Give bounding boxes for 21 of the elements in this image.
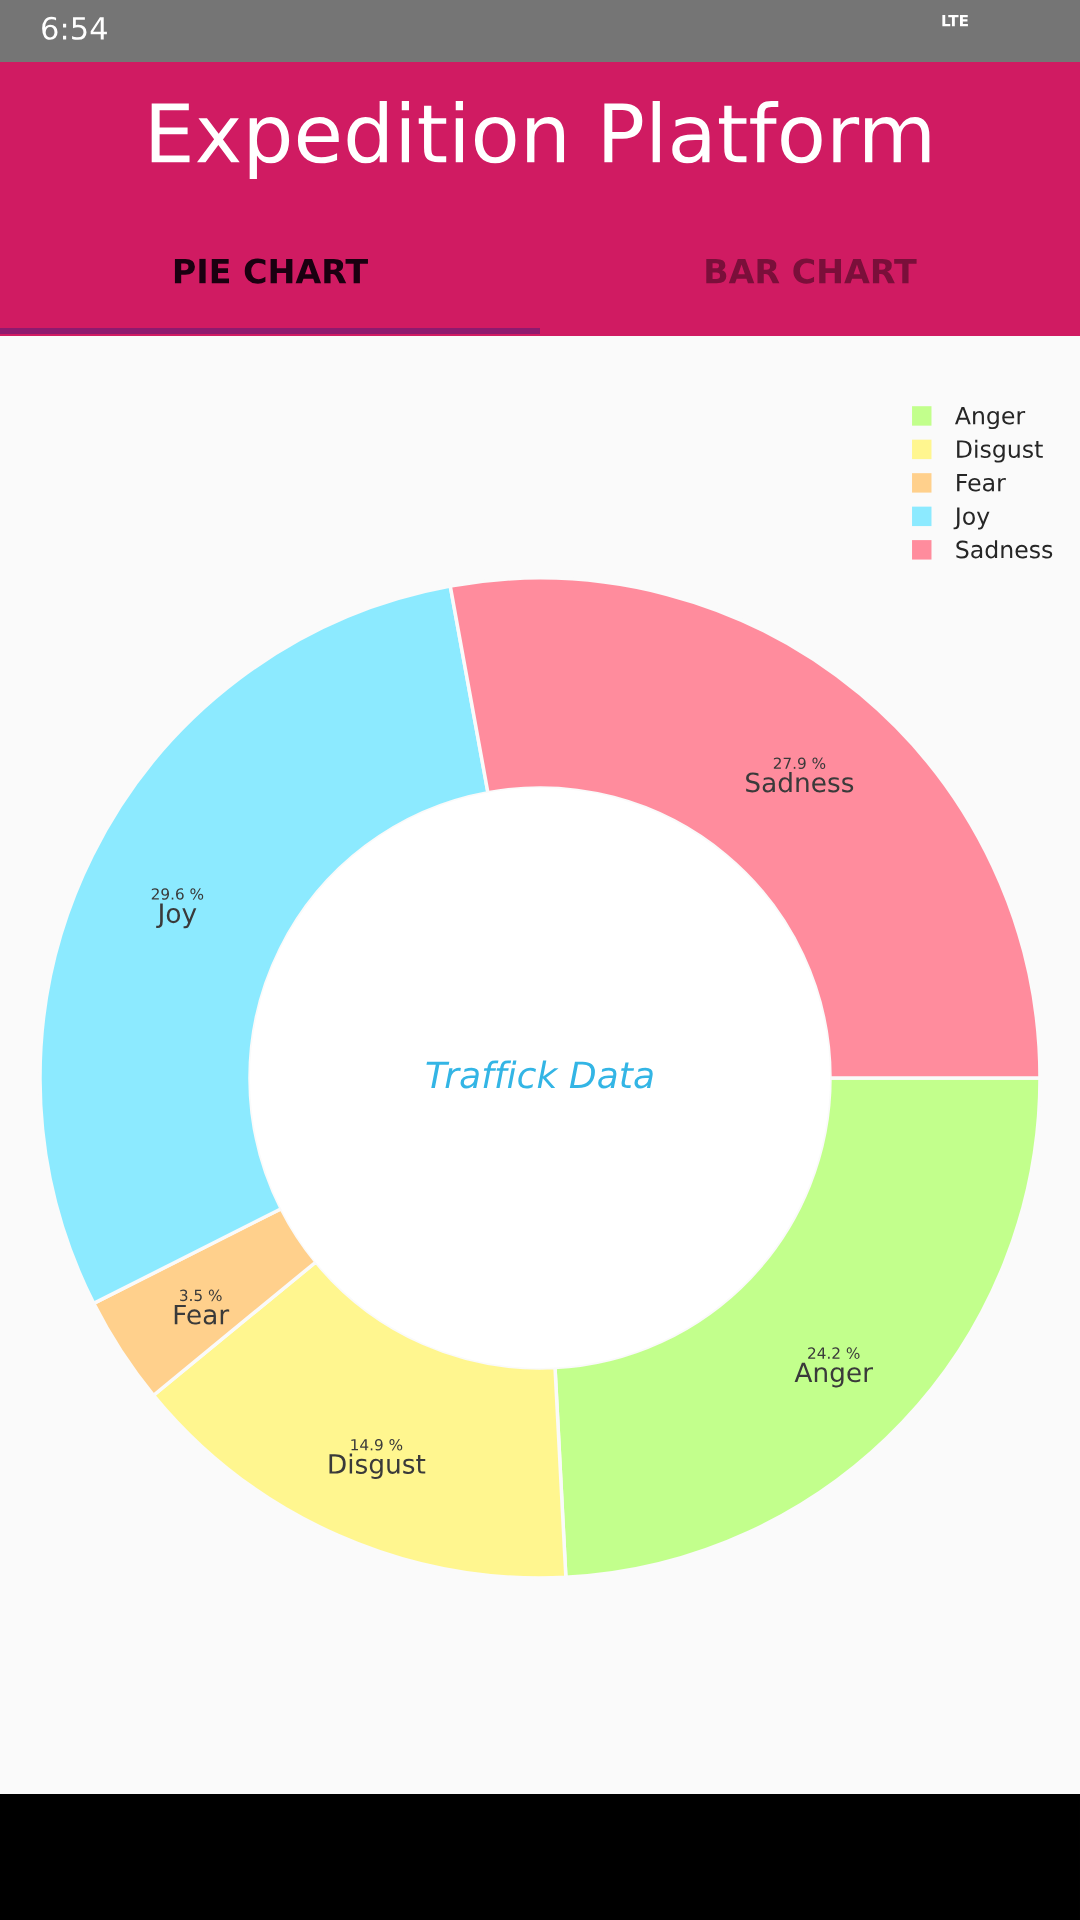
data-label: 29.6 % — [151, 888, 204, 900]
text: Traffick Data — [426, 1060, 653, 1089]
data-label: 14.9 % — [351, 1438, 403, 1451]
legend-label: Anger — [954, 406, 1026, 430]
slice-label: Sadness — [746, 771, 854, 793]
text: BAR CHART — [706, 258, 917, 284]
chart-title: Expedition Platform — [151, 101, 930, 179]
legend-label: Fear — [957, 473, 1006, 492]
data-label: 27.9 % — [773, 757, 826, 770]
slice-label: Disgust — [329, 1453, 426, 1480]
data-label: 3.5 % — [180, 1289, 222, 1302]
legend-label: Sadness — [956, 540, 1053, 559]
text: 6:54 — [42, 16, 107, 40]
slice-label: Joy — [156, 903, 197, 929]
legend-label: Disgust — [957, 439, 1043, 463]
legend-label: Joy — [953, 507, 990, 530]
text: PIE CHART — [174, 258, 368, 284]
text: LTE — [942, 15, 968, 27]
slice-label: Fear — [174, 1304, 230, 1325]
slice-label: Anger — [794, 1362, 873, 1388]
data-label: 24.2 % — [808, 1347, 860, 1359]
